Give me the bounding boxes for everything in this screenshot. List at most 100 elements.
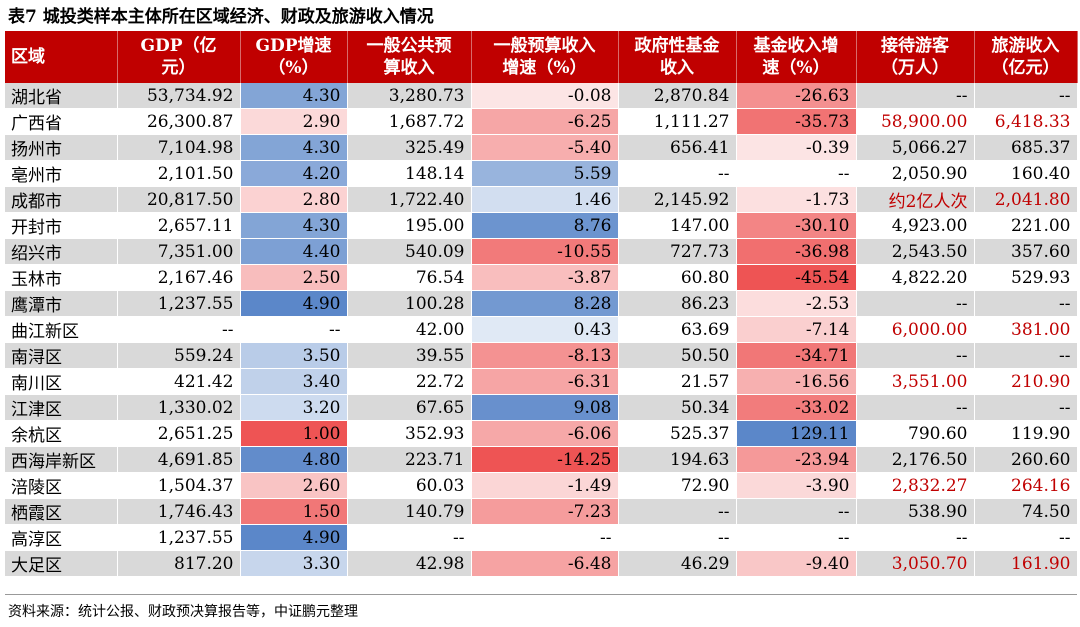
cell-gdp: 2,651.25 xyxy=(117,420,241,447)
cell-gdp: 53,734.92 xyxy=(117,83,241,109)
cell-public-budget: -- xyxy=(347,524,472,551)
table-row: 亳州市 2,101.50 4.20 148.14 5.59 -- -- 2,050.90 160… xyxy=(5,160,1078,187)
cell-tourists: 2,543.50 xyxy=(856,238,975,265)
cell-gdp-growth: 3.40 xyxy=(240,368,348,395)
cell-gdp-growth: 4.40 xyxy=(240,238,348,265)
cell-tourists: 5,066.27 xyxy=(856,134,975,161)
cell-fund-growth: -16.56 xyxy=(736,368,857,395)
header-row: 区域 GDP（亿 元） GDP增速 （%） 一般公共预 算收入 一般预算收入 增速（%）… xyxy=(5,31,1078,83)
cell-tourists: 2,050.90 xyxy=(856,160,975,187)
cell-tourism-income: -- xyxy=(974,342,1078,369)
cell-budget-growth: -3.87 xyxy=(471,264,619,291)
cell-fund-income: 194.63 xyxy=(618,446,737,473)
cell-gdp: 2,657.11 xyxy=(117,212,241,239)
cell-region: 曲江新区 xyxy=(5,316,118,343)
cell-fund-growth: -35.73 xyxy=(736,108,857,135)
cell-fund-income: 2,870.84 xyxy=(618,83,737,109)
header-tourists: 接待游客 （万人） xyxy=(856,31,975,83)
cell-gdp-growth: -- xyxy=(240,316,348,343)
header-fund-income: 政府性基金 收入 xyxy=(618,31,737,83)
cell-gdp-growth: 3.50 xyxy=(240,342,348,369)
table-row: 曲江新区 -- -- 42.00 0.43 63.69 -7.14 6,000.00 381.0… xyxy=(5,316,1078,343)
cell-gdp-growth: 3.20 xyxy=(240,394,348,421)
table-row: 高淳区 1,237.55 4.90 -- -- -- -- -- -- xyxy=(5,524,1078,551)
cell-gdp-growth: 4.90 xyxy=(240,524,348,551)
cell-fund-growth: -- xyxy=(736,160,857,187)
cell-region: 江津区 xyxy=(5,394,118,421)
cell-budget-growth: -6.31 xyxy=(471,368,619,395)
cell-fund-income: 656.41 xyxy=(618,134,737,161)
source-note: 资料来源：统计公报、财政预决算报告等，中证鹏元整理 xyxy=(8,604,358,620)
table-row: 余杭区 2,651.25 1.00 352.93 -6.06 525.37 129.11 79… xyxy=(5,420,1078,447)
cell-budget-growth: -0.08 xyxy=(471,83,619,109)
cell-gdp-growth: 4.30 xyxy=(240,83,348,109)
cell-region: 玉林市 xyxy=(5,264,118,291)
cell-gdp: 1,504.37 xyxy=(117,472,241,499)
cell-fund-growth: -9.40 xyxy=(736,550,857,577)
table-row: 广西省 26,300.87 2.90 1,687.72 -6.25 1,111.27 -35… xyxy=(5,108,1078,135)
cell-fund-income: 46.29 xyxy=(618,550,737,577)
cell-gdp-growth: 4.20 xyxy=(240,160,348,187)
cell-fund-income: 1,111.27 xyxy=(618,108,737,135)
cell-budget-growth: -6.06 xyxy=(471,420,619,447)
cell-public-budget: 67.65 xyxy=(347,394,472,421)
cell-fund-growth: -45.54 xyxy=(736,264,857,291)
cell-region: 成都市 xyxy=(5,186,118,213)
cell-gdp: -- xyxy=(117,316,241,343)
cell-gdp-growth: 2.80 xyxy=(240,186,348,213)
cell-region: 涪陵区 xyxy=(5,472,118,499)
table-row: 大足区 817.20 3.30 42.98 -6.48 46.29 -9.40 3,050.7… xyxy=(5,550,1078,577)
cell-fund-growth: -1.73 xyxy=(736,186,857,213)
cell-tourism-income: 381.00 xyxy=(974,316,1078,343)
cell-public-budget: 39.55 xyxy=(347,342,472,369)
table-row: 扬州市 7,104.98 4.30 325.49 -5.40 656.41 -0.39 5,0… xyxy=(5,134,1078,161)
cell-fund-income: 21.57 xyxy=(618,368,737,395)
header-budget-growth: 一般预算收入 增速（%） xyxy=(471,31,619,83)
data-table: 区域 GDP（亿 元） GDP增速 （%） 一般公共预 算收入 一般预算收入 增速（%）… xyxy=(5,31,1078,577)
cell-fund-growth: -0.39 xyxy=(736,134,857,161)
cell-gdp: 1,746.43 xyxy=(117,498,241,525)
cell-gdp: 2,167.46 xyxy=(117,264,241,291)
cell-tourism-income: -- xyxy=(974,394,1078,421)
cell-public-budget: 42.00 xyxy=(347,316,472,343)
cell-region: 南浔区 xyxy=(5,342,118,369)
cell-tourists: 3,050.70 xyxy=(856,550,975,577)
cell-tourists: 6,000.00 xyxy=(856,316,975,343)
header-public-budget: 一般公共预 算收入 xyxy=(347,31,472,83)
cell-region: 亳州市 xyxy=(5,160,118,187)
cell-gdp: 2,101.50 xyxy=(117,160,241,187)
cell-gdp-growth: 2.50 xyxy=(240,264,348,291)
cell-region: 栖霞区 xyxy=(5,498,118,525)
cell-tourists: 2,176.50 xyxy=(856,446,975,473)
header-tourism-income: 旅游收入 （亿元） xyxy=(974,31,1078,83)
cell-tourists: 4,822.20 xyxy=(856,264,975,291)
header-gdp-growth: GDP增速 （%） xyxy=(240,31,348,83)
cell-gdp: 1,237.55 xyxy=(117,290,241,317)
cell-gdp-growth: 4.30 xyxy=(240,212,348,239)
cell-gdp-growth: 3.30 xyxy=(240,550,348,577)
cell-fund-income: -- xyxy=(618,498,737,525)
cell-budget-growth: 8.28 xyxy=(471,290,619,317)
cell-region: 大足区 xyxy=(5,550,118,577)
cell-fund-growth: -26.63 xyxy=(736,83,857,109)
cell-public-budget: 195.00 xyxy=(347,212,472,239)
cell-gdp-growth: 4.30 xyxy=(240,134,348,161)
table-row: 成都市 20,817.50 2.80 1,722.40 1.46 2,145.92 -1.7… xyxy=(5,186,1078,213)
cell-gdp: 7,351.00 xyxy=(117,238,241,265)
cell-region: 南川区 xyxy=(5,368,118,395)
table-row: 栖霞区 1,746.43 1.50 140.79 -7.23 -- -- 538.90 74.5… xyxy=(5,498,1078,525)
cell-fund-income: -- xyxy=(618,524,737,551)
cell-fund-income: 2,145.92 xyxy=(618,186,737,213)
cell-gdp-growth: 2.90 xyxy=(240,108,348,135)
cell-public-budget: 60.03 xyxy=(347,472,472,499)
cell-gdp-growth: 4.80 xyxy=(240,446,348,473)
cell-public-budget: 223.71 xyxy=(347,446,472,473)
cell-fund-income: 525.37 xyxy=(618,420,737,447)
cell-tourists: 58,900.00 xyxy=(856,108,975,135)
cell-public-budget: 325.49 xyxy=(347,134,472,161)
cell-public-budget: 140.79 xyxy=(347,498,472,525)
cell-public-budget: 148.14 xyxy=(347,160,472,187)
cell-tourists: -- xyxy=(856,394,975,421)
cell-gdp-growth: 4.90 xyxy=(240,290,348,317)
cell-tourism-income: 2,041.80 xyxy=(974,186,1078,213)
